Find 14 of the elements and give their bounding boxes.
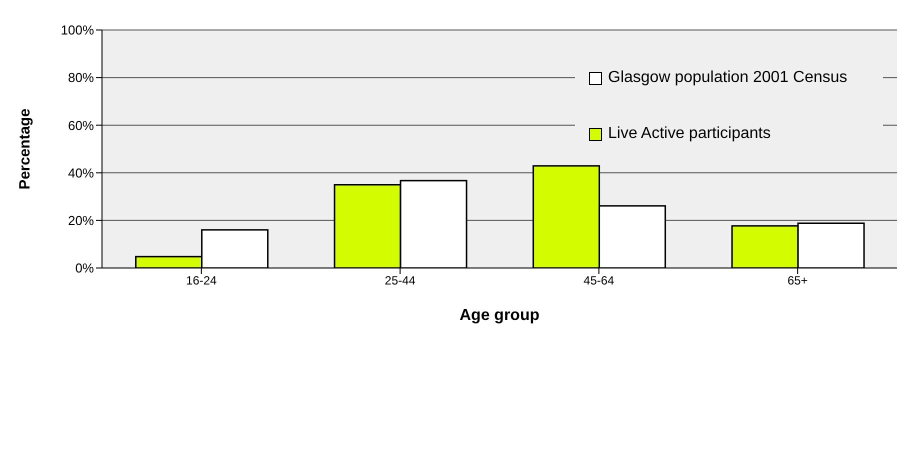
y-tick-label: 0% xyxy=(75,260,94,276)
y-tick-label: 80% xyxy=(68,70,94,86)
x-tick-label: 45-64 xyxy=(584,274,615,288)
legend-label: Live Active participants xyxy=(608,124,771,144)
legend-label: Glasgow population 2001 Census xyxy=(608,68,848,88)
x-tick-label: 65+ xyxy=(787,274,808,288)
x-axis-title: Age group xyxy=(460,307,540,324)
y-tick-label: 20% xyxy=(68,213,94,228)
y-tick-label: 40% xyxy=(68,165,94,180)
y-tick-label: 100% xyxy=(60,22,94,38)
y-axis-title: Percentage xyxy=(16,108,34,190)
x-tick-label: 16-24 xyxy=(186,274,218,288)
y-tick-label: 60% xyxy=(68,118,94,133)
x-tick-label: 25-44 xyxy=(384,274,416,288)
